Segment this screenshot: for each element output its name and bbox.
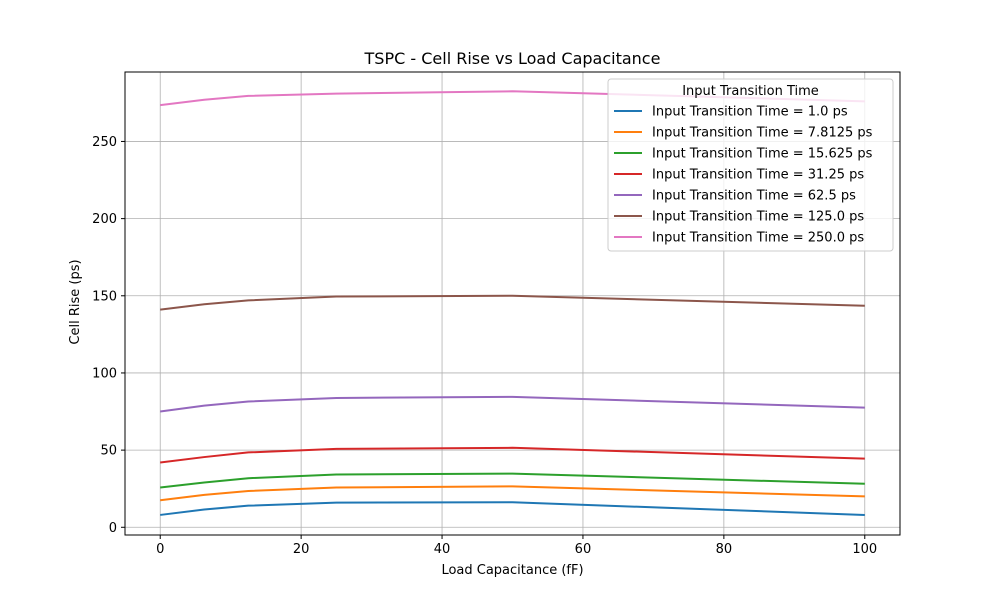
y-axis-label: Cell Rise (ps) [68, 259, 83, 344]
y-tick-label: 100 [92, 366, 117, 381]
x-tick-label: 60 [575, 542, 592, 557]
series-lines [160, 90, 865, 516]
legend-entry-label: Input Transition Time = 1.0 ps [652, 105, 848, 120]
y-tick-label: 200 [92, 212, 117, 227]
y-tick-label: 0 [109, 521, 117, 536]
legend-entry-label: Input Transition Time = 15.625 ps [652, 147, 873, 162]
legend-entry-label: Input Transition Time = 250.0 ps [652, 231, 864, 246]
y-tick-label: 250 [92, 135, 117, 150]
series-line-1 [160, 501, 865, 516]
series-line-6 [160, 294, 865, 311]
series-line-7 [160, 90, 865, 107]
x-tick-label: 20 [293, 542, 310, 557]
legend-entry-label: Input Transition Time = 62.5 ps [652, 189, 856, 204]
legend-box [607, 78, 894, 252]
x-tick-label: 40 [434, 542, 451, 557]
axis-ticks: 0 20 40 60 80 100 0 50 100 150 200 250 [92, 135, 877, 557]
legend-entry-label: Input Transition Time = 31.25 ps [652, 168, 864, 183]
x-tick-label: 100 [852, 542, 877, 557]
y-tick-label: 50 [100, 444, 117, 459]
series-line-2 [160, 485, 865, 502]
legend-entry-label: Input Transition Time = 7.8125 ps [652, 126, 873, 141]
plot-area-frame [124, 71, 901, 536]
series-line-3 [160, 472, 865, 489]
x-tick-label: 80 [716, 542, 733, 557]
legend: Input Transition Time Input Transition Ti… [607, 78, 894, 252]
y-tick-label: 150 [92, 289, 117, 304]
legend-entry-label: Input Transition Time = 125.0 ps [652, 210, 864, 225]
series-line-4 [160, 446, 865, 464]
x-axis-label: Load Capacitance (fF) [441, 563, 583, 578]
chart-title: TSPC - Cell Rise vs Load Capacitance [364, 49, 661, 68]
x-tick-label: 0 [156, 542, 164, 557]
series-line-5 [160, 395, 865, 413]
legend-title: Input Transition Time [682, 84, 819, 99]
